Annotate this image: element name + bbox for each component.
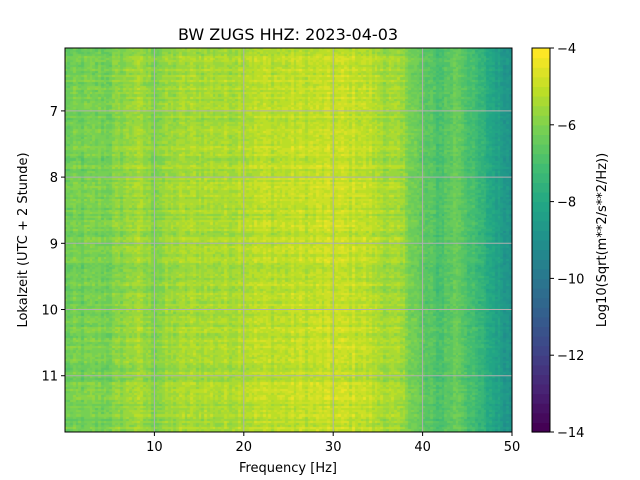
colorbar-level [532, 326, 550, 337]
colorbar-ticks: −14 −12 −10 −8 −6 −4 [550, 42, 584, 441]
colorbar-level [532, 374, 550, 385]
colorbar-level [532, 230, 550, 241]
colorbar-tick-label: −14 [557, 426, 584, 441]
colorbar-level [532, 422, 550, 433]
colorbar-level [532, 297, 550, 308]
colorbar-level [532, 249, 550, 260]
colorbar-level [532, 240, 550, 251]
colorbar-level [532, 403, 550, 414]
colorbar-level [532, 153, 550, 164]
colorbar-level [532, 259, 550, 270]
colorbar-level [532, 86, 550, 97]
y-tick-label: 8 [50, 171, 58, 186]
x-tick-label: 50 [504, 440, 521, 455]
colorbar-level [532, 288, 550, 299]
x-tick-label: 40 [414, 440, 431, 455]
y-tick-label: 10 [41, 304, 58, 319]
colorbar-level [532, 105, 550, 116]
chart-title: BW ZUGS HHZ: 2023-04-03 [178, 25, 398, 44]
colorbar-level [532, 124, 550, 135]
colorbar-level [532, 336, 550, 347]
colorbar-level [532, 192, 550, 203]
colorbar-tick-label: −4 [557, 42, 576, 57]
colorbar-level [532, 355, 550, 366]
y-axis-label: Lokalzeit (UTC + 2 Stunde) [16, 152, 31, 327]
colorbar-level [532, 201, 550, 212]
colorbar-level [532, 163, 550, 174]
plot-frame [64, 47, 513, 433]
colorbar-level [532, 134, 550, 145]
colorbar-level [532, 278, 550, 289]
grid-lines [65, 48, 513, 432]
colorbar-level [532, 48, 550, 59]
colorbar-frame [531, 47, 551, 433]
y-tick-label: 11 [41, 370, 58, 385]
colorbar-level [532, 96, 550, 107]
colorbar-level [532, 268, 550, 279]
colorbar-level [532, 57, 550, 68]
colorbar-level [532, 307, 550, 318]
colorbar-tick-label: −10 [557, 272, 584, 287]
colorbar-level [532, 393, 550, 404]
colorbar-tick-label: −8 [557, 196, 576, 211]
colorbar-level [532, 316, 550, 327]
colorbar-level [532, 76, 550, 87]
colorbar [532, 48, 550, 433]
y-tick-label: 9 [50, 237, 58, 252]
colorbar-label: Log10(Sqrt(m**2/s**2/Hz)) [595, 153, 610, 327]
x-tick-label: 20 [236, 440, 253, 455]
colorbar-tick-label: −12 [557, 349, 584, 364]
colorbar-level [532, 115, 550, 126]
colorbar-level [532, 384, 550, 395]
colorbar-level [532, 345, 550, 356]
x-tick-label: 30 [325, 440, 342, 455]
colorbar-tick-label: −6 [557, 119, 576, 134]
colorbar-level [532, 364, 550, 375]
colorbar-level [532, 67, 550, 78]
y-axis: 7 8 9 10 11 [41, 105, 65, 385]
colorbar-level [532, 412, 550, 423]
colorbar-level [532, 172, 550, 183]
colorbar-level [532, 182, 550, 193]
colorbar-level [532, 211, 550, 222]
x-tick-label: 10 [146, 440, 163, 455]
y-tick-label: 7 [50, 105, 58, 120]
colorbar-level [532, 144, 550, 155]
x-axis: 10 20 30 40 50 [146, 432, 520, 455]
x-axis-label: Frequency [Hz] [239, 461, 337, 476]
spectrogram-heatmap [65, 48, 512, 432]
colorbar-level [532, 220, 550, 231]
spectrogram-image [65, 48, 512, 432]
